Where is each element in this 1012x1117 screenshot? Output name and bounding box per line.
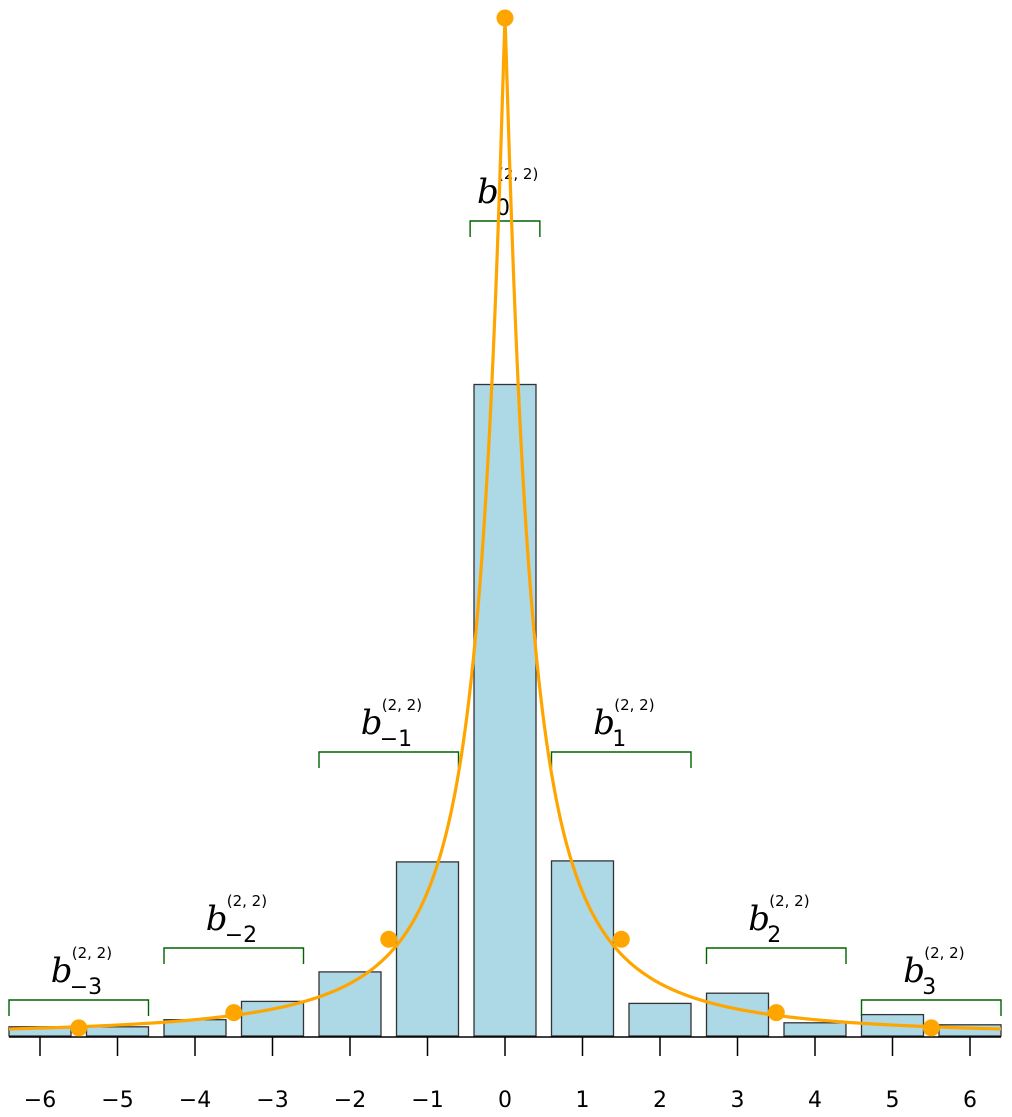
tick-label: −4	[179, 1088, 211, 1113]
bar	[473, 383, 537, 1037]
bar	[85, 1026, 150, 1037]
bracket-label: b	[748, 899, 770, 939]
bracket-line	[550, 751, 692, 768]
tick-label: 6	[963, 1088, 977, 1113]
curve-point	[380, 930, 398, 948]
bracket-subscript: 2	[767, 923, 781, 948]
bracket-label: b	[361, 703, 383, 743]
x-axis: −6 −5 −4 −3 −2 −1 0 1 2 3 4 5 6	[9, 1036, 1001, 1113]
bracket-superscript: (2, 2)	[72, 944, 112, 962]
bracket-line	[318, 751, 460, 768]
tick-label: 3	[731, 1088, 745, 1113]
bracket-line	[8, 999, 150, 1016]
tick-label: 4	[808, 1088, 822, 1113]
bracket-line	[469, 220, 541, 237]
bracket-label: b	[477, 172, 499, 212]
bar	[783, 1022, 847, 1037]
curve-point	[612, 930, 630, 948]
bracket-1: b1 (2, 2)	[550, 696, 692, 768]
density-curve	[8, 9, 1002, 1037]
tick-label: 1	[576, 1088, 590, 1113]
curve-point	[767, 1004, 785, 1022]
bracket-subscript: −1	[380, 727, 412, 752]
bracket-subscript: −3	[70, 975, 102, 1000]
bracket-line	[860, 999, 1002, 1016]
bracket-subscript: 3	[922, 975, 936, 1000]
tick-label: −2	[334, 1088, 366, 1113]
tick-label: −1	[411, 1088, 443, 1113]
bar	[628, 1002, 692, 1037]
bracket-superscript: (2, 2)	[498, 165, 538, 183]
bar	[705, 992, 770, 1037]
tick-label: 0	[498, 1088, 512, 1113]
brackets: b−3(2, 2)b−2(2, 2)b−1(2, 2)b0(2, 2)b1(2,…	[8, 165, 1002, 1016]
bracket-subscript: −2	[225, 923, 257, 948]
bar	[318, 971, 382, 1037]
bracket-superscript: (2, 2)	[769, 892, 809, 910]
bracket-3: b3 (2, 2)	[860, 944, 1002, 1016]
tick-label: 2	[653, 1088, 667, 1113]
bar	[550, 860, 615, 1037]
bracket-2: b2 (2, 2)	[705, 892, 847, 964]
bracket-superscript: (2, 2)	[614, 696, 654, 714]
bracket-line	[705, 947, 847, 964]
curve-point	[225, 1004, 243, 1022]
bars	[8, 383, 1002, 1037]
bracket-label: b	[51, 951, 73, 991]
bracket-superscript: (2, 2)	[924, 944, 964, 962]
curve-point	[496, 9, 514, 27]
tick-label: −5	[101, 1088, 133, 1113]
curve-point	[70, 1019, 88, 1037]
bracket-superscript: (2, 2)	[382, 696, 422, 714]
bracket-0: b0(2, 2)	[469, 165, 541, 237]
tick-label: −3	[256, 1088, 288, 1113]
curve-point	[922, 1019, 940, 1037]
tick-label: 5	[886, 1088, 900, 1113]
bracket--1: b−1 (2, 2)	[318, 696, 460, 768]
tick-label: −6	[24, 1088, 56, 1113]
bracket-subscript: 1	[612, 727, 626, 752]
bracket-label: b	[593, 703, 615, 743]
bracket-label: b	[206, 899, 228, 939]
bar	[240, 1000, 305, 1037]
bracket-superscript: (2, 2)	[227, 892, 267, 910]
bracket-label: b	[903, 951, 925, 991]
bracket--2: b−2 (2, 2)	[163, 892, 305, 964]
bracket--3: b−3 (2, 2)	[8, 944, 150, 1016]
bracket-line	[163, 947, 305, 964]
